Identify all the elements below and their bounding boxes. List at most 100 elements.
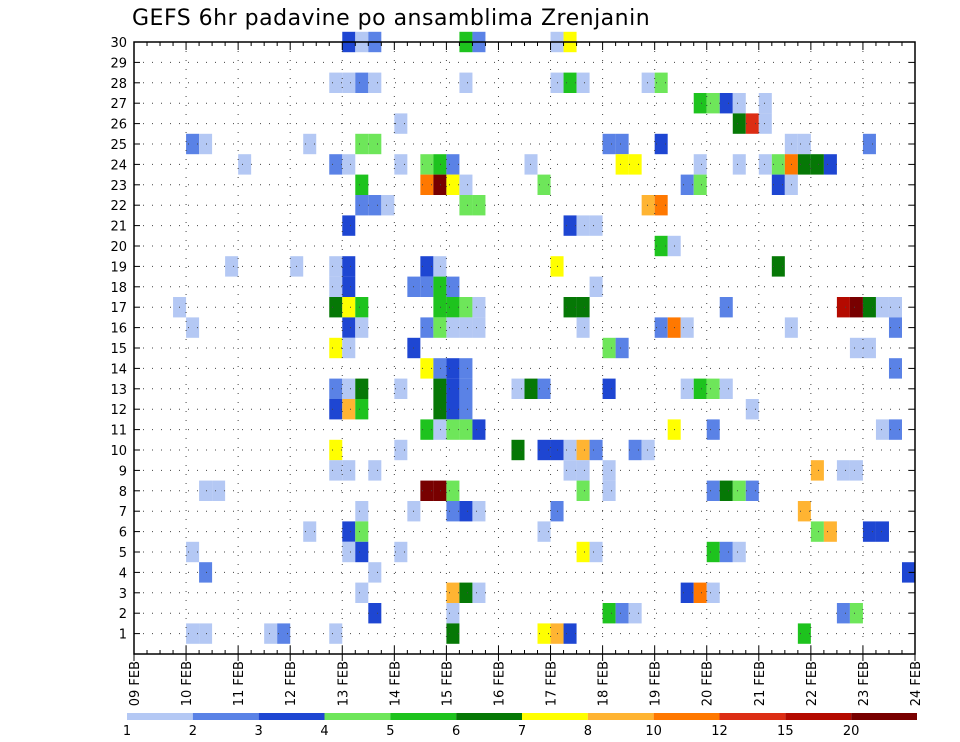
heatmap-cell <box>420 358 434 379</box>
heatmap-cell <box>563 72 577 93</box>
heatmap-cell <box>693 154 707 175</box>
colorbar-swatch <box>851 713 917 720</box>
heatmap-cell <box>446 582 460 603</box>
heatmap-cell <box>563 623 577 644</box>
heatmap-cell <box>706 582 720 603</box>
heatmap-cell <box>810 154 824 175</box>
heatmap-cell <box>329 460 343 481</box>
y-tick-label: 8 <box>119 485 127 500</box>
y-tick-label: 23 <box>110 179 127 194</box>
heatmap-cell <box>394 541 408 563</box>
heatmap-cell <box>433 419 447 440</box>
heatmap-cell <box>706 419 720 440</box>
heatmap-cell <box>511 378 525 399</box>
heatmap-cell <box>186 133 200 155</box>
heatmap-cell <box>719 93 733 114</box>
heatmap-cell <box>342 378 356 399</box>
heatmap-cell <box>381 195 395 216</box>
heatmap-cell <box>459 419 473 440</box>
heatmap-cell <box>420 174 434 195</box>
heatmap-cell <box>459 317 473 338</box>
heatmap-cell <box>459 399 473 420</box>
heatmap-cell <box>394 113 408 134</box>
y-tick-label: 2 <box>119 607 127 622</box>
heatmap-cell <box>342 72 356 93</box>
heatmap-cell <box>355 317 369 338</box>
heatmap-cell <box>537 439 551 461</box>
heatmap-cell <box>420 154 434 175</box>
chart-title: GEFS 6hr padavine po ansamblima Zrenjani… <box>132 6 651 31</box>
colorbar-label: 12 <box>711 724 728 739</box>
heatmap-cell <box>394 378 408 399</box>
heatmap-cell <box>446 276 460 297</box>
heatmap-cell <box>459 582 473 603</box>
heatmap-cell <box>342 541 356 563</box>
heatmap-cell <box>797 501 811 522</box>
heatmap-cell <box>368 133 382 155</box>
heatmap-cell <box>199 623 213 644</box>
heatmap-cell <box>849 603 863 624</box>
colorbar-label: 20 <box>843 724 860 739</box>
heatmap-cell <box>446 603 460 624</box>
colorbar-label: 4 <box>320 724 328 739</box>
heatmap-cell <box>342 460 356 481</box>
heatmap-cell <box>641 195 655 216</box>
colorbar-label: 10 <box>645 724 662 739</box>
heatmap-cell <box>264 623 278 644</box>
heatmap-cell <box>446 317 460 338</box>
heatmap-cell <box>368 460 382 481</box>
heatmap-cell <box>641 72 655 93</box>
y-tick-label: 20 <box>110 240 127 255</box>
heatmap-cell <box>732 480 746 501</box>
y-tick-label: 18 <box>110 281 127 296</box>
x-tick-label: 16 FEB <box>492 661 507 706</box>
heatmap-cell <box>576 480 590 501</box>
heatmap-cell <box>355 501 369 522</box>
x-tick-label: 19 FEB <box>649 661 664 706</box>
heatmap-cell <box>680 582 694 603</box>
heatmap-cell <box>888 317 902 338</box>
heatmap-cell <box>433 399 447 420</box>
heatmap-cell <box>589 215 603 236</box>
heatmap-cell <box>355 399 369 420</box>
heatmap-cell <box>576 72 590 93</box>
heatmap-cell <box>576 439 590 461</box>
heatmap-cell <box>719 297 733 318</box>
heatmap-cell <box>628 439 642 461</box>
heatmap-cell <box>459 501 473 522</box>
heatmap-cell <box>576 215 590 236</box>
heatmap-cell <box>368 603 382 624</box>
heatmap-cell <box>875 521 889 542</box>
heatmap-cell <box>303 521 317 542</box>
y-tick-label: 25 <box>110 138 127 153</box>
heatmap-cell <box>329 399 343 420</box>
heatmap-cell <box>849 337 863 359</box>
heatmap-cell <box>654 72 668 93</box>
heatmap-cell <box>342 154 356 175</box>
y-tick-label: 7 <box>119 505 127 520</box>
heatmap-cell <box>459 378 473 399</box>
heatmap-cell <box>706 541 720 563</box>
heatmap-cell <box>758 113 772 134</box>
heatmap-cell <box>420 317 434 338</box>
colorbar-swatch <box>324 713 391 720</box>
colorbar-label: 7 <box>518 724 526 739</box>
heatmap-cell <box>862 297 876 318</box>
cells-layer <box>173 31 915 644</box>
heatmap-cell <box>615 154 629 175</box>
heatmap-cell <box>277 623 291 644</box>
heatmap-cell <box>875 419 889 440</box>
heatmap-cell <box>420 480 434 501</box>
heatmap-cell <box>342 256 356 277</box>
heatmap-cell <box>810 521 824 542</box>
heatmap-cell <box>355 133 369 155</box>
heatmap-cell <box>355 174 369 195</box>
heatmap-cell <box>719 480 733 501</box>
heatmap-cell <box>615 337 629 359</box>
grid-layer <box>134 41 915 654</box>
heatmap-cell <box>342 337 356 359</box>
y-tick-label: 19 <box>110 260 127 275</box>
heatmap-cell <box>862 133 876 155</box>
heatmap-cell <box>576 297 590 318</box>
